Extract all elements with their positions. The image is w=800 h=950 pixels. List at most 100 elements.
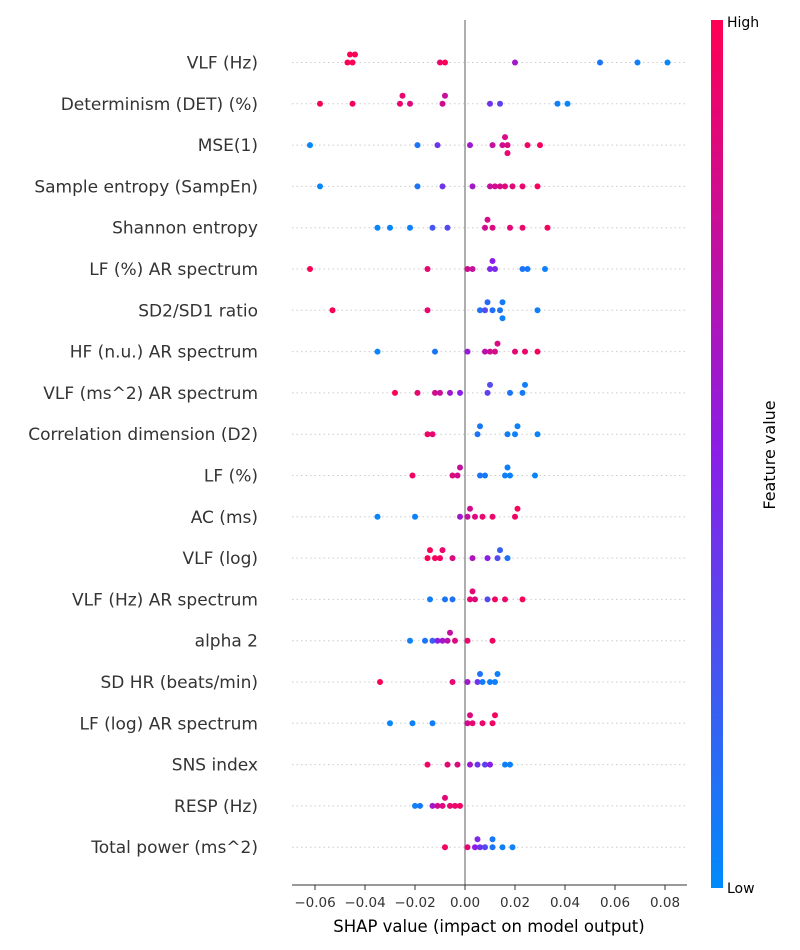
- shap-point: [474, 836, 481, 843]
- shap-point: [452, 802, 458, 809]
- shap-point: [479, 679, 486, 685]
- shap-point: [519, 224, 526, 231]
- shap-point: [434, 142, 441, 149]
- shap-point: [477, 671, 483, 677]
- feature-label: Total power (ms^2): [90, 838, 258, 858]
- shap-point: [487, 183, 493, 190]
- shap-point: [497, 183, 503, 190]
- shap-point: [409, 472, 416, 479]
- shap-point: [457, 802, 463, 809]
- shap-point: [407, 224, 413, 231]
- x-tick-label: 0.00: [450, 895, 480, 911]
- shap-point: [514, 505, 521, 512]
- shap-point: [457, 389, 463, 396]
- shap-point: [429, 224, 436, 231]
- x-tick-label: −0.04: [344, 895, 385, 911]
- shap-point: [482, 844, 488, 851]
- shap-point: [477, 423, 483, 430]
- shap-point: [434, 637, 441, 644]
- colorbar: High Low Feature value: [711, 15, 779, 897]
- feature-label: Sample entropy (SampEn): [34, 177, 258, 197]
- shap-point: [424, 307, 431, 314]
- colorbar-high-label: High: [727, 15, 759, 31]
- shap-point: [432, 348, 438, 355]
- shap-point: [449, 679, 456, 685]
- shap-point: [469, 720, 476, 727]
- colorbar-gradient: [711, 20, 723, 888]
- shap-point: [474, 679, 481, 685]
- shap-point: [467, 596, 473, 603]
- shap-point: [464, 348, 471, 355]
- shap-point: [417, 802, 423, 809]
- shap-point: [457, 513, 463, 520]
- shap-point: [429, 802, 436, 809]
- shap-point: [439, 637, 446, 644]
- shap-point: [464, 679, 471, 685]
- shap-point: [487, 266, 493, 272]
- shap-point: [502, 472, 508, 479]
- shap-point: [439, 802, 446, 809]
- shap-point: [542, 266, 548, 272]
- shap-point: [454, 761, 461, 768]
- shap-point: [484, 389, 491, 396]
- shap-point: [464, 266, 471, 272]
- shap-point: [469, 555, 476, 562]
- shap-point: [509, 844, 516, 851]
- feature-label: HF (n.u.) AR spectrum: [70, 343, 258, 363]
- shap-point: [464, 513, 471, 520]
- shap-point: [349, 100, 356, 107]
- shap-point: [349, 59, 356, 66]
- shap-point: [467, 761, 473, 768]
- shap-point: [497, 307, 503, 314]
- shap-point: [534, 348, 541, 355]
- shap-point: [489, 307, 496, 314]
- shap-point: [424, 431, 431, 438]
- shap-point: [432, 389, 438, 396]
- shap-point: [472, 844, 478, 851]
- feature-label: VLF (ms^2) AR spectrum: [43, 384, 258, 404]
- shap-point: [492, 266, 498, 272]
- shap-point: [454, 472, 461, 479]
- shap-point: [429, 431, 436, 438]
- shap-point: [507, 761, 513, 768]
- feature-label: SNS index: [172, 756, 258, 776]
- shap-point: [504, 555, 511, 562]
- shap-point: [437, 59, 443, 66]
- shap-point: [482, 307, 488, 314]
- shap-point: [554, 100, 561, 107]
- shap-point: [427, 547, 433, 554]
- shap-point: [424, 761, 431, 768]
- shap-point: [344, 59, 351, 66]
- shap-point: [469, 266, 476, 272]
- shap-point: [492, 679, 498, 685]
- shap-point: [442, 844, 448, 851]
- shap-point: [392, 389, 398, 396]
- shap-point: [519, 389, 526, 396]
- shap-point: [477, 472, 483, 479]
- shap-point: [434, 802, 441, 809]
- shap-point: [487, 761, 493, 768]
- shap-point: [424, 555, 431, 562]
- shap-point: [472, 596, 478, 603]
- shap-point: [424, 266, 431, 272]
- shap-point: [509, 183, 516, 190]
- shap-point: [474, 761, 481, 768]
- shap-point: [537, 142, 543, 149]
- shap-point: [444, 637, 451, 644]
- shap-point: [467, 505, 473, 512]
- shap-point: [534, 307, 541, 314]
- shap-point: [482, 348, 488, 355]
- shap-point: [477, 307, 483, 314]
- shap-point: [347, 51, 353, 58]
- feature-label: RESP (Hz): [174, 797, 258, 817]
- feature-label: VLF (log): [183, 549, 258, 569]
- shap-point: [504, 142, 511, 149]
- colorbar-title: Feature value: [760, 400, 779, 509]
- feature-label: LF (%) AR spectrum: [89, 260, 258, 280]
- shap-point: [507, 224, 513, 231]
- feature-label: MSE(1): [198, 136, 258, 156]
- shap-point: [482, 472, 488, 479]
- shap-point: [534, 183, 541, 190]
- shap-point: [457, 464, 463, 471]
- shap-point: [564, 100, 571, 107]
